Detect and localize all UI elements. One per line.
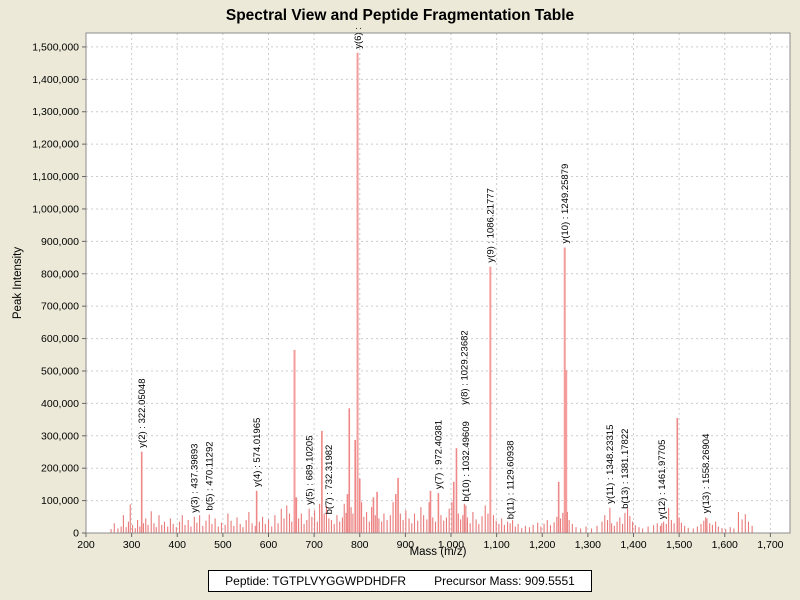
x-tick-label: 1,700	[757, 539, 783, 551]
peak-annotation: b(11) : 1129.60938	[505, 440, 516, 519]
y-tick-label: 700,000	[41, 301, 79, 313]
peak-annotation: y(8) : 1029.23682	[460, 330, 471, 404]
y-tick-label: 500,000	[41, 365, 79, 377]
peak-annotation: y(7) : 972.40381	[434, 420, 445, 489]
x-tick-label: 1,500	[666, 539, 692, 551]
peptide-sequence-label: Peptide: TGTPLVYGGWPDHDFR	[225, 574, 407, 588]
x-tick-label: 200	[77, 539, 95, 551]
peptide-info-box: Peptide: TGTPLVYGGWPDHDFR Precursor Mass…	[208, 570, 592, 592]
peak-annotation: y(9) : 1086.21777	[486, 188, 497, 262]
x-tick-label: 1,300	[575, 539, 601, 551]
gridlines	[86, 33, 790, 533]
x-tick-label: 1,000	[438, 539, 464, 551]
x-tick-label: 800	[351, 539, 369, 551]
peak-annotation: y(4) : 574.01965	[252, 418, 263, 487]
peak-annotation: y(6) :	[353, 27, 364, 49]
peak-annotation: y(12) : 1461.97705	[657, 440, 668, 520]
y-tick-label: 400,000	[41, 398, 79, 410]
y-tick-label: 1,200,000	[32, 139, 79, 151]
peaks	[110, 52, 753, 533]
peak-annotation: b(7) : 732.31982	[324, 445, 335, 515]
y-tick-label: 800,000	[41, 268, 79, 280]
y-tick-label: 1,100,000	[32, 171, 79, 183]
x-tick-label: 1,400	[620, 539, 646, 551]
annotations: y(2) : 322.05048 y(3) : 437.39893 b(5) : 4…	[137, 27, 712, 519]
y-tick-label: 1,500,000	[32, 41, 79, 53]
peak-annotation: y(3) : 437.39893	[190, 444, 201, 513]
y-tick-label: 300,000	[41, 430, 79, 442]
precursor-mass-label: Precursor Mass: 909.5551	[434, 574, 575, 588]
y-tick-label: 600,000	[41, 333, 79, 345]
y-tick-label: 900,000	[41, 236, 79, 248]
y-tick-label: 100,000	[41, 495, 79, 507]
plot-background	[86, 33, 790, 533]
x-tick-label: 1,100	[483, 539, 509, 551]
spectrum-plot[interactable]: y(2) : 322.05048 y(3) : 437.39893 b(5) : 4…	[0, 0, 800, 565]
peak-annotation: b(10) : 1032.49609	[461, 421, 472, 501]
x-tick-label: 1,200	[529, 539, 555, 551]
x-tick-label: 300	[123, 539, 141, 551]
peptide-info-row: Peptide: TGTPLVYGGWPDHDFR Precursor Mass…	[0, 570, 800, 592]
y-tick-label: 1,000,000	[32, 203, 79, 215]
y-tick-label: 0	[73, 528, 79, 540]
x-tick-label: 600	[260, 539, 278, 551]
y-tick-label: 1,300,000	[32, 106, 79, 118]
x-tick-label: 700	[305, 539, 323, 551]
x-axis-title: Mass (m/z)	[409, 546, 467, 558]
peak-annotation: b(5) : 470.11292	[204, 441, 215, 510]
peak-annotation: y(13) : 1558.26904	[701, 434, 712, 514]
x-tick-label: 1,600	[712, 539, 738, 551]
x-tick-label: 500	[214, 539, 232, 551]
x-tick-label: 400	[168, 539, 186, 551]
axis-ticks	[82, 46, 771, 537]
peak-annotation: b(13) : 1381.17822	[620, 429, 631, 509]
tick-labels: 0 100,000 200,000 300,000 400,000 500,000 600,…	[32, 41, 783, 551]
peak-annotation: y(11) : 1348.23315	[605, 425, 616, 504]
y-tick-label: 200,000	[41, 463, 79, 475]
peak-annotation: y(5) : 689.10205	[304, 436, 315, 505]
y-tick-label: 1,400,000	[32, 74, 79, 86]
plot-border	[85, 32, 791, 534]
chart-title: Spectral View and Peptide Fragmentation …	[225, 7, 575, 24]
x-tick-label: 900	[397, 539, 415, 551]
peak-annotation: y(10) : 1249.25879	[560, 164, 571, 244]
peak-annotation: y(2) : 322.05048	[137, 379, 148, 448]
